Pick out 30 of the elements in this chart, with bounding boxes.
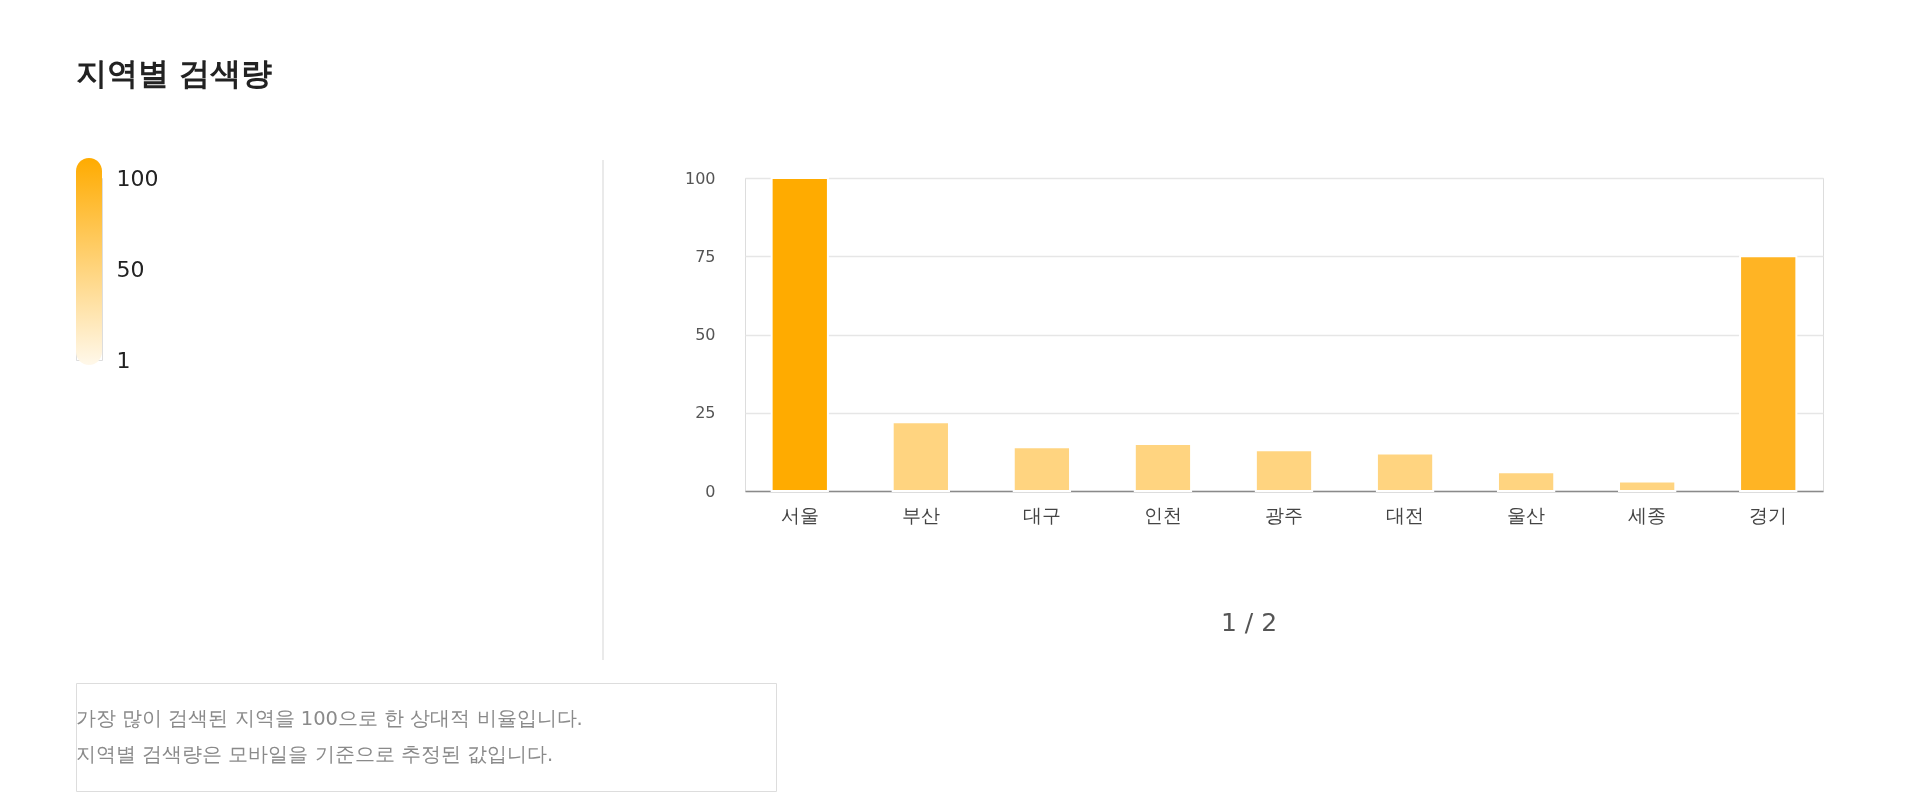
y-tick-label: 50 [695,325,716,344]
bar [1375,452,1435,492]
x-tick-label: 울산 [1507,503,1546,526]
color-bar-label: 1 [116,347,131,373]
text: 지역별 검색량 [75,54,273,91]
bar [1012,446,1072,492]
x-tick-label: 대구 [1022,503,1061,526]
y-tick-label: 0 [705,481,716,501]
bar [1618,480,1677,492]
x-tick-label: 광주 [1265,503,1303,526]
bar [891,421,950,492]
bar [770,177,829,492]
bar [1496,471,1556,492]
bar [1739,255,1798,492]
x-tick-label: 경기 [1749,503,1788,526]
bar [1254,449,1314,492]
color-bar-label: 50 [116,257,145,283]
text: 지역별 검색량은 모바일을 기준으로 추정된 값입니다. [76,743,554,766]
text: 1 / 2 [1220,608,1278,637]
y-tick-label: 25 [695,403,716,423]
bar [1133,443,1193,492]
color-bar-label: 100 [116,165,159,191]
y-tick-label: 100 [684,168,716,188]
x-tick-label: 서울 [780,503,819,526]
text: 가장 많이 검색된 지역을 100으로 한 상대적 비율입니다. [76,707,583,730]
x-tick-label: 부산 [901,503,940,526]
x-tick-label: 인천 [1143,503,1182,526]
x-tick-label: 세종 [1628,503,1667,526]
x-tick-label: 대전 [1386,503,1425,526]
y-tick-label: 75 [695,246,716,266]
